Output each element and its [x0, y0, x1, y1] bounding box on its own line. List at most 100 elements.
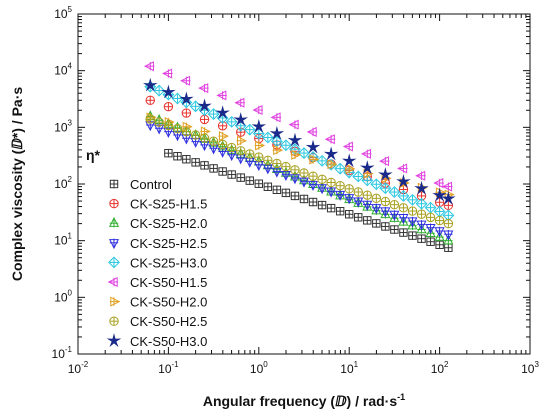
legend-marker — [106, 333, 122, 347]
data-point — [271, 167, 282, 178]
data-point — [335, 206, 345, 216]
data-point — [426, 237, 435, 246]
data-point — [142, 77, 158, 92]
data-point — [317, 174, 327, 185]
marker-star — [161, 84, 176, 99]
data-point — [207, 108, 220, 120]
marker-diamond — [415, 197, 428, 210]
marker-diamond — [370, 178, 383, 191]
marker-diamond — [352, 170, 365, 183]
marker-diamond — [207, 108, 220, 120]
data-point — [344, 193, 355, 205]
data-point — [269, 125, 285, 140]
legend-label: CK-S25-H2.0 — [130, 216, 207, 231]
data-point — [234, 97, 245, 108]
data-point — [389, 210, 400, 221]
data-point — [226, 142, 237, 153]
data-point — [433, 178, 444, 189]
data-point — [199, 114, 210, 125]
data-point — [263, 155, 273, 165]
data-point — [370, 178, 383, 191]
data-point — [389, 199, 400, 210]
data-point — [416, 220, 427, 231]
data-point — [379, 182, 392, 195]
data-point — [290, 191, 300, 201]
data-point — [345, 210, 354, 219]
data-point — [378, 167, 393, 181]
data-point — [289, 173, 300, 185]
data-point — [243, 123, 256, 136]
data-point — [342, 141, 354, 152]
data-point — [145, 114, 155, 124]
data-point — [308, 197, 318, 207]
data-point — [408, 231, 417, 240]
data-point — [341, 153, 357, 168]
axes: 10-2 10-1 100 101 102 10310-11001011021031041… — [52, 5, 540, 376]
series-ck-s50-h2-5 — [145, 114, 454, 229]
data-point — [298, 147, 310, 159]
data-point — [306, 126, 318, 137]
data-point — [380, 196, 391, 207]
data-point — [371, 203, 382, 215]
legend-label: CK-S50-H2.0 — [130, 295, 207, 310]
x-tick-label: 101 — [340, 360, 358, 376]
marker-diamond — [316, 154, 328, 167]
data-point — [272, 158, 282, 169]
data-point — [272, 145, 284, 156]
y-tick-label: 102 — [54, 175, 72, 191]
data-point — [425, 212, 436, 223]
data-point — [209, 164, 218, 173]
x-tick-label: 10-2 — [68, 360, 89, 376]
data-point — [197, 98, 212, 113]
marker-star — [378, 167, 393, 181]
data-point — [407, 206, 418, 216]
x-tick-label: 102 — [431, 360, 449, 376]
data-point — [353, 196, 364, 208]
series-control — [164, 148, 453, 252]
data-point — [252, 105, 263, 116]
data-point — [317, 183, 328, 195]
data-point — [380, 206, 391, 218]
data-point — [308, 154, 320, 165]
legend-label: CK-S25-H3.0 — [130, 255, 207, 270]
marker-diamond — [261, 131, 274, 144]
data-point — [326, 177, 336, 188]
data-point — [425, 223, 436, 235]
data-point — [371, 193, 382, 204]
legend-label: CK-S25-H2.5 — [130, 236, 207, 251]
data-point — [344, 184, 354, 194]
data-point — [396, 173, 411, 188]
data-point — [245, 149, 255, 159]
marker-diamond — [198, 104, 211, 117]
data-point — [323, 146, 339, 161]
marker-diamond — [216, 112, 229, 124]
data-point — [298, 177, 310, 188]
data-point — [308, 171, 318, 181]
marker-diamond — [153, 84, 166, 97]
legend-marker — [108, 216, 120, 228]
legend-marker — [109, 198, 119, 209]
data-point — [432, 187, 447, 202]
marker-star — [179, 91, 194, 106]
marker-star — [233, 112, 248, 126]
data-point — [181, 127, 192, 137]
legend-marker — [109, 296, 121, 307]
data-point — [254, 140, 266, 151]
series-ck-s50-h3-0 — [142, 77, 456, 205]
series-ck-s25-h2-5 — [145, 120, 454, 241]
data-point — [415, 197, 428, 210]
data-point — [372, 219, 381, 228]
data-point — [287, 132, 303, 147]
data-point — [216, 90, 227, 101]
data-point — [414, 180, 429, 195]
data-point — [263, 182, 273, 191]
data-point — [191, 158, 200, 167]
data-point — [443, 230, 454, 241]
x-tick-label: 103 — [521, 360, 539, 376]
marker-diamond — [298, 147, 310, 159]
data-point — [442, 181, 453, 192]
data-point — [281, 161, 291, 172]
data-point — [145, 95, 155, 105]
data-point — [200, 161, 209, 170]
marker-star — [287, 132, 303, 147]
